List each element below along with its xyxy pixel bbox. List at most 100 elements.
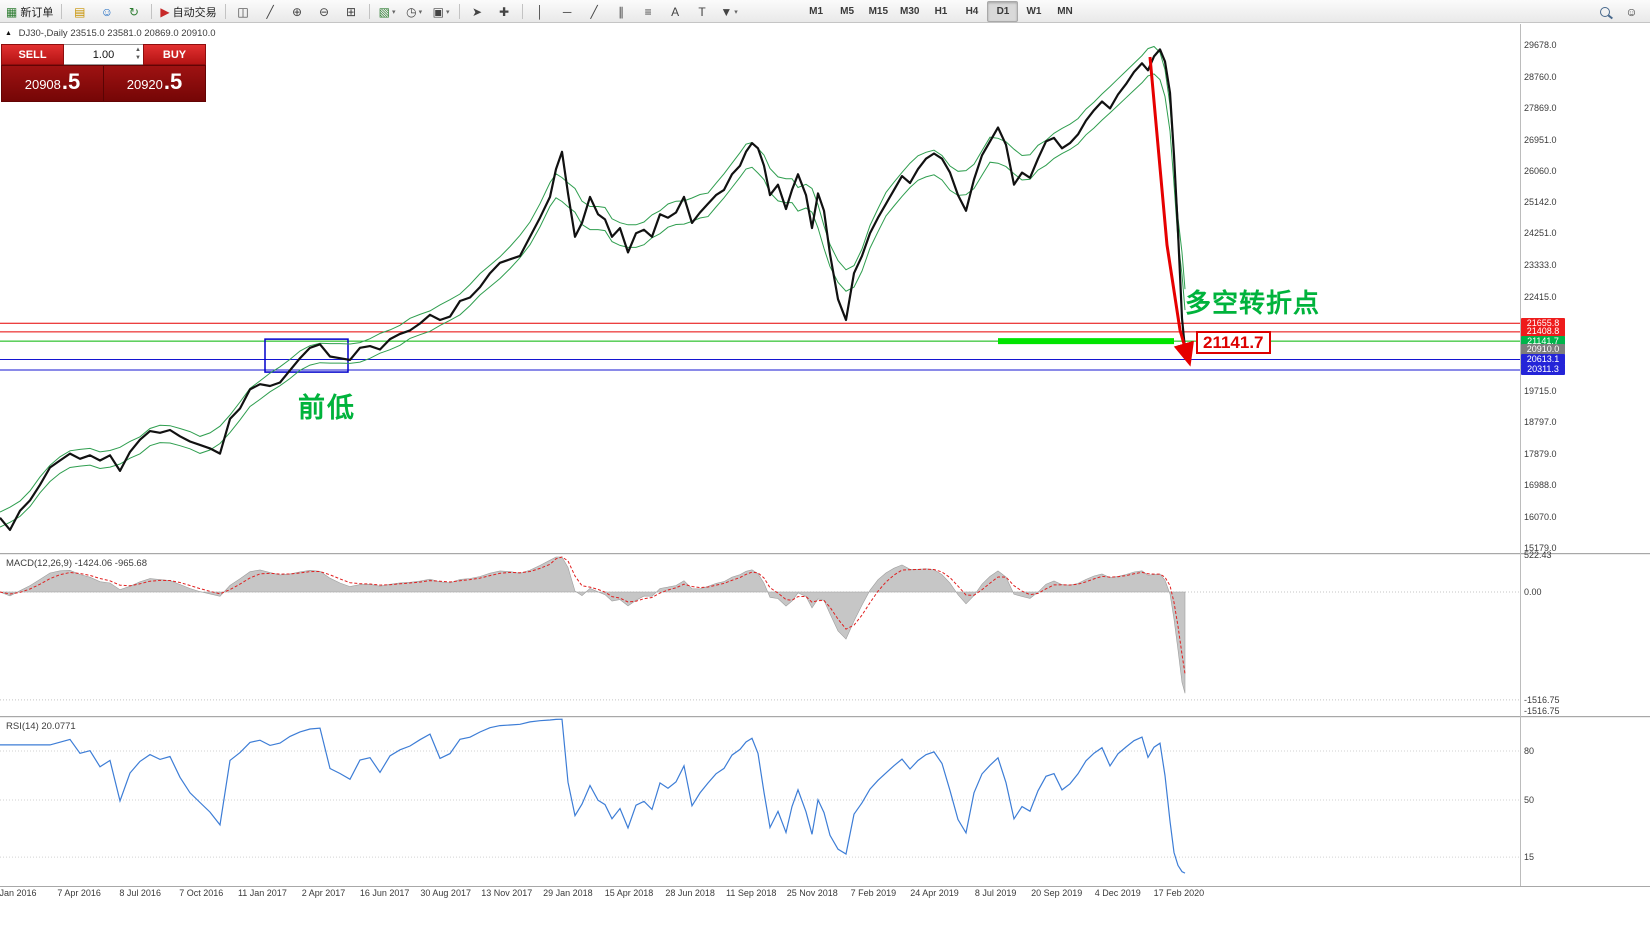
candles-icon[interactable]: ◫	[230, 1, 257, 22]
zoom-in-icon-glyph: ⊕	[292, 4, 303, 19]
timeframes-menu-button[interactable]: ◷ ▾	[401, 1, 428, 22]
toolbar-separator	[458, 4, 460, 19]
trade-prices-row: 20908 .5 20920 .5	[1, 65, 206, 102]
chart-properties-button-caret-icon[interactable]: ▾	[445, 8, 450, 16]
text-label-icon[interactable]: T	[689, 1, 716, 22]
arrows-menu-button-caret-icon[interactable]: ▾	[734, 8, 738, 16]
horizontal-line-icon[interactable]: ─	[554, 1, 581, 22]
timeframe-m15[interactable]: M15	[868, 6, 889, 17]
crosshair-icon[interactable]: ✚	[491, 1, 518, 22]
arrows-menu-button[interactable]: ▼ ▾	[716, 1, 743, 22]
buy-price[interactable]: 20920 .5	[103, 66, 205, 101]
toolbar-separator	[368, 4, 370, 19]
main-toolbar: ▦ 新订单 ▤ ☺ ↻ ▶ 自动交易 ◫ ╱ ⊕ ⊖ ⊞ ▧ ▾ ◷ ▾ ▣ ▾ ➤ ✚ │ ─ ╱ ∥ ≡ A T ▼ ▾ M1 M5 M1…	[0, 0, 1650, 23]
sell-price-main: 20908	[24, 77, 61, 92]
symbol-ohlc-text: DJ30-,Daily 23515.0 23581.0 20869.0 2091…	[18, 28, 216, 39]
toolbar-separator	[521, 4, 523, 19]
fibonacci-icon[interactable]: ≡	[635, 1, 662, 22]
timeframe-h1[interactable]: H1	[934, 6, 948, 17]
vertical-line-icon-glyph: │	[536, 4, 544, 19]
line-chart-icon[interactable]: ╱	[257, 1, 284, 22]
lot-down-icon[interactable]: ▼	[135, 55, 141, 61]
lot-size-value: 1.00	[92, 48, 115, 61]
rsi-indicator-label: RSI(14) 20.0771	[6, 721, 76, 732]
channel-icon-glyph: ∥	[618, 4, 625, 19]
line-chart-icon-glyph: ╱	[266, 4, 274, 19]
buy-price-main: 20920	[126, 77, 163, 92]
refresh-icon-glyph: ↻	[128, 4, 139, 19]
trendline-icon[interactable]: ╱	[581, 1, 608, 22]
timeframes-menu-button-caret-icon[interactable]: ▾	[418, 8, 423, 16]
chart-symbol-info: ▲ DJ30-,Daily 23515.0 23581.0 20869.0 20…	[5, 28, 216, 39]
autotrading-button[interactable]: ▶ 自动交易	[156, 1, 220, 22]
profile-icon-glyph: ☺	[100, 4, 113, 19]
crosshair-icon-glyph: ✚	[499, 4, 510, 19]
zoom-out-icon-glyph: ⊖	[319, 4, 330, 19]
lot-up-icon[interactable]: ▲	[135, 47, 141, 53]
prev-low-annotation: 前低	[298, 393, 356, 423]
cursor-icon-glyph: ➤	[472, 4, 483, 19]
one-click-panel-toggle-icon[interactable]: ▲	[5, 30, 12, 37]
tile-windows-icon-glyph: ⊞	[346, 4, 357, 19]
toolbar-separator	[151, 4, 153, 19]
timeframe-h4[interactable]: H4	[965, 6, 979, 17]
price-level-callout: 21141.7	[1196, 331, 1271, 354]
chart-window-icon-glyph: ▤	[74, 4, 86, 19]
lot-size-field[interactable]: 1.00 ▲ ▼	[64, 44, 143, 65]
candles-icon-glyph: ◫	[237, 4, 249, 19]
fibonacci-icon-glyph: ≡	[644, 4, 652, 19]
chart-properties-button-glyph: ▣	[432, 4, 444, 19]
text-label-icon-glyph: T	[698, 4, 706, 19]
profile-icon[interactable]: ☺	[93, 1, 120, 22]
sell-button[interactable]: SELL	[1, 44, 64, 65]
new-chart-button-glyph: ▧	[378, 4, 390, 19]
chart-window-icon[interactable]: ▤	[66, 1, 93, 22]
timeframe-m1[interactable]: M1	[809, 6, 824, 17]
new-order-button-label: 新订单	[20, 6, 54, 19]
trade-controls-row: SELL 1.00 ▲ ▼ BUY	[1, 44, 206, 65]
search-icon	[1599, 6, 1610, 17]
timeframe-w1[interactable]: W1	[1026, 6, 1042, 17]
channel-icon[interactable]: ∥	[608, 1, 635, 22]
horizontal-line-icon-glyph: ─	[562, 4, 572, 19]
trendline-icon-glyph: ╱	[590, 4, 598, 19]
toolbar-items: ▦ 新订单 ▤ ☺ ↻ ▶ 自动交易 ◫ ╱ ⊕ ⊖ ⊞ ▧ ▾ ◷ ▾ ▣ ▾ ➤ ✚ │ ─ ╱ ∥ ≡ A T ▼ ▾ M1 M5 M1…	[2, 1, 1080, 22]
tile-windows-icon[interactable]: ⊞	[338, 1, 365, 22]
timeframes-menu-button-glyph: ◷	[406, 4, 417, 19]
autotrading-button-glyph: ▶	[160, 4, 170, 19]
sell-price-pip: .5	[61, 69, 81, 94]
new-chart-button[interactable]: ▧ ▾	[374, 1, 401, 22]
buy-price-pip: .5	[163, 69, 183, 94]
macd-indicator-label: MACD(12,26,9) -1424.06 -965.68	[6, 558, 147, 569]
cursor-icon[interactable]: ➤	[464, 1, 491, 22]
refresh-icon[interactable]: ↻	[120, 1, 147, 22]
arrows-menu-button-glyph: ▼	[720, 4, 733, 19]
community-icon: ☺	[1625, 4, 1638, 19]
buy-button[interactable]: BUY	[143, 44, 206, 65]
new-order-button[interactable]: ▦ 新订单	[2, 1, 57, 22]
sell-price[interactable]: 20908 .5	[2, 66, 103, 101]
new-chart-button-caret-icon[interactable]: ▾	[391, 8, 396, 16]
one-click-trading-panel: SELL 1.00 ▲ ▼ BUY 20908 .5 20920 .5	[1, 44, 206, 102]
toolbar-separator	[224, 4, 226, 19]
community-button[interactable]: ☺	[1618, 1, 1645, 22]
text-icon-glyph: A	[671, 4, 680, 19]
zoom-in-icon[interactable]: ⊕	[284, 1, 311, 22]
vertical-line-icon[interactable]: │	[527, 1, 554, 22]
turning-point-annotation: 多空转折点	[1185, 288, 1321, 318]
autotrading-button-label: 自动交易	[172, 6, 217, 19]
text-icon[interactable]: A	[662, 1, 689, 22]
chart-properties-button[interactable]: ▣ ▾	[428, 1, 455, 22]
timeframe-m5[interactable]: M5	[840, 6, 855, 17]
timeframe-d1[interactable]: D1	[987, 1, 1019, 22]
new-order-button-glyph: ▦	[6, 4, 18, 19]
timeframe-mn[interactable]: MN	[1057, 6, 1073, 17]
search-button[interactable]	[1591, 1, 1618, 22]
toolbar-right-group: ☺	[1591, 1, 1645, 22]
toolbar-separator	[61, 4, 63, 19]
zoom-out-icon[interactable]: ⊖	[311, 1, 338, 22]
lot-spinner[interactable]: ▲ ▼	[135, 46, 141, 62]
timeframe-m30[interactable]: M30	[900, 6, 920, 17]
